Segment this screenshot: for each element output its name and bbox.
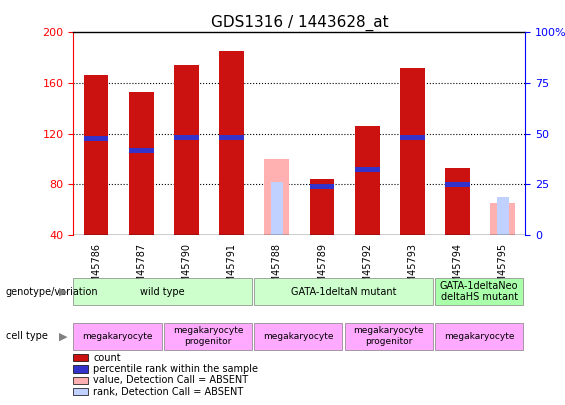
Bar [84,75,108,235]
Bar [400,135,425,140]
Bar [355,166,380,172]
Bar [400,68,425,235]
Text: cell type: cell type [6,331,47,341]
FancyBboxPatch shape [254,278,433,305]
Text: ▶: ▶ [59,287,68,296]
Text: megakaryocyte
progenitor: megakaryocyte progenitor [354,326,424,346]
Bar [490,203,515,235]
Bar [174,135,199,140]
Bar [129,147,154,153]
Bar [310,179,334,235]
Text: wild type: wild type [141,287,185,296]
Bar [174,65,199,235]
Bar [497,197,509,235]
Text: genotype/variation: genotype/variation [6,287,98,296]
Bar [271,182,283,235]
Bar [445,168,470,235]
Bar [129,92,154,235]
Bar [219,51,244,235]
Bar [310,184,334,190]
Text: GATA-1deltaN mutant: GATA-1deltaN mutant [291,287,396,296]
Text: count: count [93,353,121,362]
Bar [219,135,244,140]
Text: value, Detection Call = ABSENT: value, Detection Call = ABSENT [93,375,249,385]
FancyBboxPatch shape [73,278,252,305]
Text: megakaryocyte: megakaryocyte [263,332,333,341]
Text: ▶: ▶ [59,331,68,341]
Text: rank, Detection Call = ABSENT: rank, Detection Call = ABSENT [93,387,244,396]
Title: GDS1316 / 1443628_at: GDS1316 / 1443628_at [211,15,388,31]
Text: megakaryocyte: megakaryocyte [444,332,514,341]
Text: GATA-1deltaNeo
deltaHS mutant: GATA-1deltaNeo deltaHS mutant [440,281,518,303]
FancyBboxPatch shape [254,322,342,350]
FancyBboxPatch shape [345,322,433,350]
Bar [84,136,108,141]
Text: percentile rank within the sample: percentile rank within the sample [93,364,258,374]
Text: megakaryocyte: megakaryocyte [82,332,153,341]
FancyBboxPatch shape [73,322,162,350]
FancyBboxPatch shape [164,322,252,350]
Bar [445,182,470,187]
FancyBboxPatch shape [435,278,523,305]
FancyBboxPatch shape [435,322,523,350]
Text: megakaryocyte
progenitor: megakaryocyte progenitor [173,326,243,346]
Bar [264,159,289,235]
Bar [355,126,380,235]
